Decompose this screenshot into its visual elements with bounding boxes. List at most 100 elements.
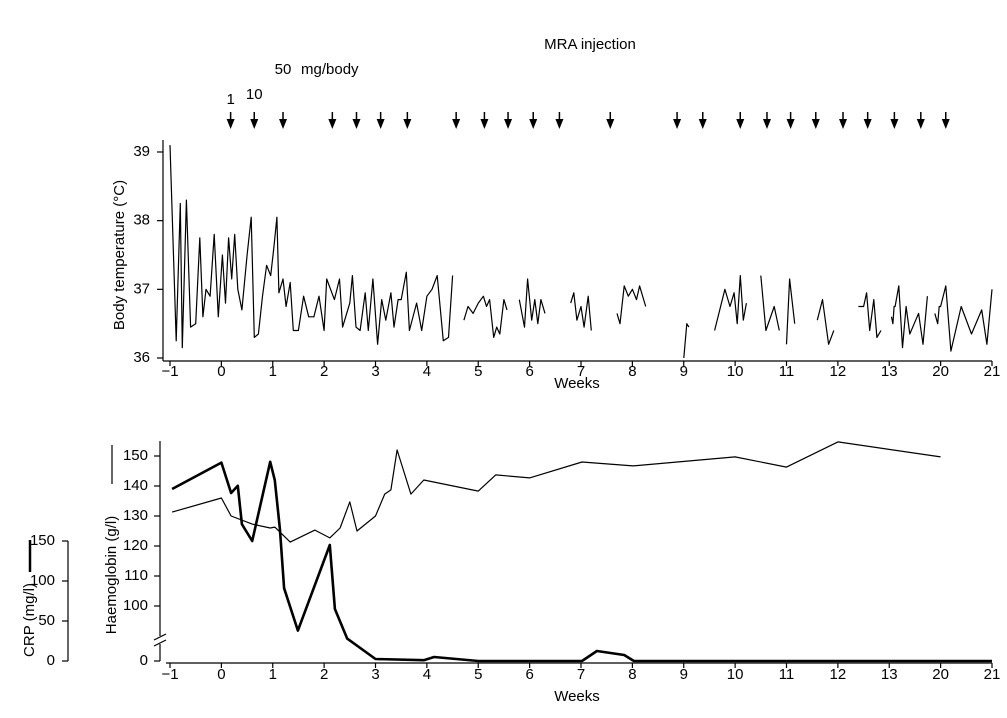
arrow-head <box>606 119 615 129</box>
arrow-head <box>504 119 513 129</box>
arrow-head <box>863 119 872 129</box>
arrow-head <box>890 119 899 129</box>
injection-label: 1 <box>226 91 234 108</box>
arrow-head <box>250 119 259 129</box>
injection-arrow <box>250 112 259 129</box>
arrow-head <box>403 119 412 129</box>
x-tick-label: 7 <box>577 363 585 380</box>
injection-arrow <box>863 112 872 129</box>
x-axis-title: Weeks <box>554 688 600 705</box>
unit-label: mg/body <box>301 61 359 78</box>
injection-arrow <box>452 112 461 129</box>
x-tick-label: 12 <box>830 666 847 683</box>
arrow-head <box>839 119 848 129</box>
y-tick-label: 150 <box>30 532 55 549</box>
injection-arrow <box>529 112 538 129</box>
x-tick-label: 13 <box>881 363 898 380</box>
axis-break <box>153 633 167 641</box>
annotation: MRA injection <box>544 36 636 53</box>
y-tick-label: 37 <box>133 280 150 297</box>
data-line <box>171 460 992 663</box>
y2-tick-label: 100 <box>123 597 148 614</box>
arrow-head <box>480 119 489 129</box>
injection-arrow <box>480 112 489 129</box>
x-tick-label: 21 <box>984 666 1001 683</box>
x-tick-label: 11 <box>779 363 795 380</box>
injection-arrow <box>673 112 682 129</box>
x-tick-label: 6 <box>525 666 533 683</box>
injection-label: 10 <box>246 86 263 103</box>
injection-arrow <box>839 112 848 129</box>
y2-tick-label: 110 <box>124 567 148 584</box>
injection-arrow <box>555 112 564 129</box>
injection-arrow <box>376 112 385 129</box>
y2-tick-label: 130 <box>123 507 148 524</box>
y-tick-label: 50 <box>38 612 55 629</box>
x-tick-label: 1 <box>269 363 277 380</box>
injection-arrow <box>504 112 513 129</box>
injection-arrow <box>606 112 615 129</box>
arrow-head <box>811 119 820 129</box>
injection-arrow <box>916 112 925 129</box>
x-tick-label: 20 <box>932 363 949 380</box>
y-tick-label: 100 <box>30 572 55 589</box>
arrow-head <box>736 119 745 129</box>
x-tick-label: 13 <box>881 666 898 683</box>
x-tick-label: 5 <box>474 666 482 683</box>
injection-arrow <box>279 112 288 129</box>
injection-arrow <box>352 112 361 129</box>
data-line <box>169 145 993 359</box>
injection-arrow <box>226 112 235 129</box>
x-tick-label: 10 <box>727 363 744 380</box>
arrow-head <box>279 119 288 129</box>
x-tick-label: 0 <box>217 666 225 683</box>
injection-arrow <box>786 112 795 129</box>
injection-arrow <box>762 112 771 129</box>
x-tick-label: 2 <box>320 363 328 380</box>
y-axis-title: Body temperature (°C) <box>111 180 128 330</box>
arrow-head <box>555 119 564 129</box>
data-line <box>171 441 941 543</box>
y-tick-label: 39 <box>133 143 150 160</box>
arrow-head <box>941 119 950 129</box>
x-tick-label: 4 <box>423 666 431 683</box>
injection-arrow <box>403 112 412 129</box>
x-tick-label: 2 <box>320 666 328 683</box>
arrow-head <box>376 119 385 129</box>
x-tick-label: 9 <box>680 666 688 683</box>
x-tick-label: 1 <box>269 666 277 683</box>
x-tick-label: 20 <box>932 666 949 683</box>
x-tick-label: 3 <box>371 363 379 380</box>
x-tick-label: 11 <box>779 666 795 683</box>
x-tick-label: 8 <box>628 666 636 683</box>
x-tick-label: 5 <box>474 363 482 380</box>
arrow-head <box>916 119 925 129</box>
y-axis-title: Haemoglobin (g/l) <box>103 516 120 634</box>
arrow-head <box>698 119 707 129</box>
y2-tick-label: 0 <box>140 652 148 669</box>
x-tick-label: 10 <box>727 666 744 683</box>
x-tick-label: −1 <box>161 363 178 380</box>
x-tick-label: 4 <box>423 363 431 380</box>
x-tick-label: 7 <box>577 666 585 683</box>
arrow-head <box>352 119 361 129</box>
injection-arrow <box>811 112 820 129</box>
x-tick-label: 6 <box>525 363 533 380</box>
injection-arrow <box>941 112 950 129</box>
arrow-head <box>328 119 337 129</box>
y-tick-label: 38 <box>133 212 150 229</box>
arrow-head <box>452 119 461 129</box>
x-axis-title: Weeks <box>554 375 600 392</box>
x-tick-label: 0 <box>217 363 225 380</box>
injection-arrow <box>328 112 337 129</box>
y2-tick-label: 120 <box>123 537 148 554</box>
injection-arrow <box>698 112 707 129</box>
y-axis-title: CRP (mg/l) <box>21 583 38 657</box>
x-tick-label: 12 <box>830 363 847 380</box>
injection-arrow <box>890 112 899 129</box>
arrow-head <box>529 119 538 129</box>
arrow-head <box>226 119 235 129</box>
injection-arrow <box>736 112 745 129</box>
x-tick-label: 21 <box>984 363 1001 380</box>
y2-tick-label: 150 <box>123 447 148 464</box>
